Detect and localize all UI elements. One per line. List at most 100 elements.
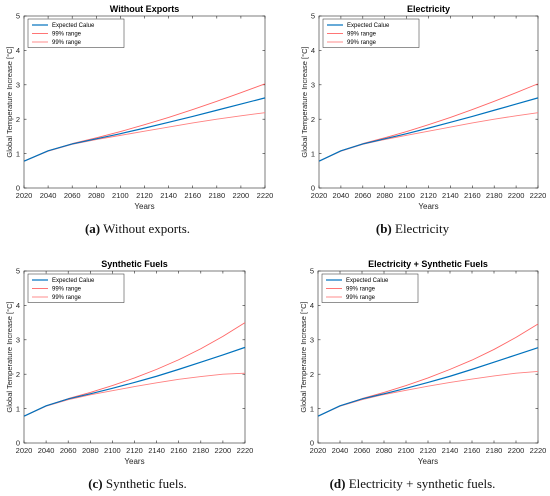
x-tick-label: 2200 — [508, 191, 525, 200]
x-tick-label: 2080 — [376, 446, 393, 455]
y-tick-label: 3 — [311, 81, 315, 90]
y-tick-label: 2 — [311, 115, 315, 124]
legend-label: Expected Calue — [52, 23, 95, 29]
legend-label: 99% range — [52, 32, 82, 38]
chart-title: Electricity — [407, 4, 450, 14]
x-tick-label: 2200 — [233, 191, 250, 200]
legend-label: 99% range — [52, 295, 82, 301]
y-axis-label: Global Temperature Increase [°C] — [299, 301, 308, 412]
y-tick-label: 0 — [310, 439, 314, 448]
caption-a: (a) Without exports. — [0, 221, 275, 237]
y-tick-label: 4 — [16, 46, 20, 55]
chart-title: Without Exports — [110, 4, 179, 14]
y-tick-label: 1 — [16, 404, 20, 413]
caption-text: Without exports. — [103, 221, 191, 236]
x-tick-label: 2140 — [442, 446, 459, 455]
caption-b: (b) Electricity — [275, 221, 550, 237]
x-tick-label: 2120 — [126, 446, 143, 455]
legend-label: Expected Calue — [52, 278, 95, 284]
x-tick-label: 2100 — [112, 191, 129, 200]
x-axis-label: Years — [134, 202, 154, 211]
caption-text: Electricity + synthetic fuels. — [348, 476, 496, 491]
caption-text: Electricity — [395, 221, 450, 236]
y-tick-label: 4 — [310, 301, 314, 310]
x-tick-label: 2100 — [398, 191, 415, 200]
y-tick-label: 0 — [311, 184, 315, 193]
y-tick-label: 0 — [16, 184, 20, 193]
x-tick-label: 2160 — [464, 191, 481, 200]
x-tick-label: 2120 — [420, 446, 437, 455]
legend-label: 99% range — [347, 40, 377, 46]
y-axis-label: Global Temperature Increase [°C] — [300, 46, 309, 157]
x-tick-label: 2060 — [60, 446, 77, 455]
x-tick-label: 2040 — [40, 191, 57, 200]
x-tick-label: 2140 — [442, 191, 459, 200]
caption-text: Synthetic fuels. — [105, 476, 187, 491]
caption-label: (a) — [84, 221, 101, 236]
legend-label: 99% range — [52, 40, 82, 46]
x-tick-label: 2040 — [332, 446, 349, 455]
y-tick-label: 1 — [311, 149, 315, 158]
x-tick-label: 2120 — [136, 191, 153, 200]
legend-label: 99% range — [346, 295, 376, 301]
x-tick-label: 2180 — [486, 191, 503, 200]
caption-label: (d) — [329, 476, 346, 491]
y-tick-label: 5 — [310, 267, 314, 276]
x-tick-label: 2020 — [16, 446, 33, 455]
x-tick-label: 2180 — [486, 446, 503, 455]
y-tick-label: 4 — [311, 46, 315, 55]
x-axis-label: Years — [418, 457, 438, 466]
caption-d: (d) Electricity + synthetic fuels. — [275, 476, 550, 492]
x-tick-label: 2080 — [376, 191, 393, 200]
x-tick-label: 2080 — [82, 446, 99, 455]
x-tick-label: 2060 — [354, 191, 371, 200]
chart-title: Electricity + Synthetic Fuels — [368, 259, 488, 269]
x-tick-label: 2200 — [508, 446, 525, 455]
y-tick-label: 4 — [16, 301, 20, 310]
legend-label: 99% range — [347, 32, 377, 38]
legend-label: 99% range — [52, 287, 82, 293]
chart-panel-0: Without Exports 2020 2040 2060 2080 2100 2120 2… — [5, 4, 273, 211]
y-axis-label: Global Temperature Increase [°C] — [5, 46, 14, 157]
x-tick-label: 2100 — [104, 446, 121, 455]
series-line-0 — [317, 347, 539, 417]
x-tick-label: 2180 — [192, 446, 209, 455]
legend-label: 99% range — [346, 287, 376, 293]
y-tick-label: 1 — [310, 404, 314, 413]
x-tick-label: 2020 — [310, 446, 327, 455]
series-line-0 — [23, 97, 266, 162]
x-tick-label: 2140 — [148, 446, 165, 455]
y-tick-label: 2 — [16, 370, 20, 379]
y-tick-label: 3 — [310, 336, 314, 345]
chart-panel-2: Synthetic Fuels 2020 2040 2060 2080 2100 2120 2… — [5, 259, 253, 466]
y-tick-label: 1 — [16, 149, 20, 158]
x-tick-label: 2100 — [398, 446, 415, 455]
chart-title: Synthetic Fuels — [101, 259, 168, 269]
caption-c: (c) Synthetic fuels. — [0, 476, 275, 492]
x-tick-label: 2060 — [64, 191, 81, 200]
caption-label: (b) — [375, 221, 392, 236]
x-tick-label: 2220 — [237, 446, 254, 455]
x-tick-label: 2040 — [333, 191, 350, 200]
x-tick-label: 2040 — [38, 446, 55, 455]
x-tick-label: 2120 — [420, 191, 437, 200]
y-tick-label: 5 — [311, 12, 315, 21]
caption-label: (c) — [88, 476, 103, 491]
x-tick-label: 2180 — [208, 191, 225, 200]
x-tick-label: 2220 — [257, 191, 274, 200]
x-tick-label: 2160 — [464, 446, 481, 455]
x-axis-label: Years — [124, 457, 144, 466]
legend-label: Expected Calue — [346, 278, 389, 284]
y-tick-label: 3 — [16, 336, 20, 345]
x-tick-label: 2220 — [530, 191, 547, 200]
x-axis-label: Years — [418, 202, 438, 211]
x-tick-label: 2220 — [530, 446, 547, 455]
x-tick-label: 2160 — [184, 191, 201, 200]
x-tick-label: 2200 — [215, 446, 232, 455]
y-tick-label: 0 — [16, 439, 20, 448]
x-tick-label: 2020 — [16, 191, 33, 200]
y-axis-label: Global Temperature Increase [°C] — [5, 301, 14, 412]
series-line-0 — [23, 346, 246, 417]
